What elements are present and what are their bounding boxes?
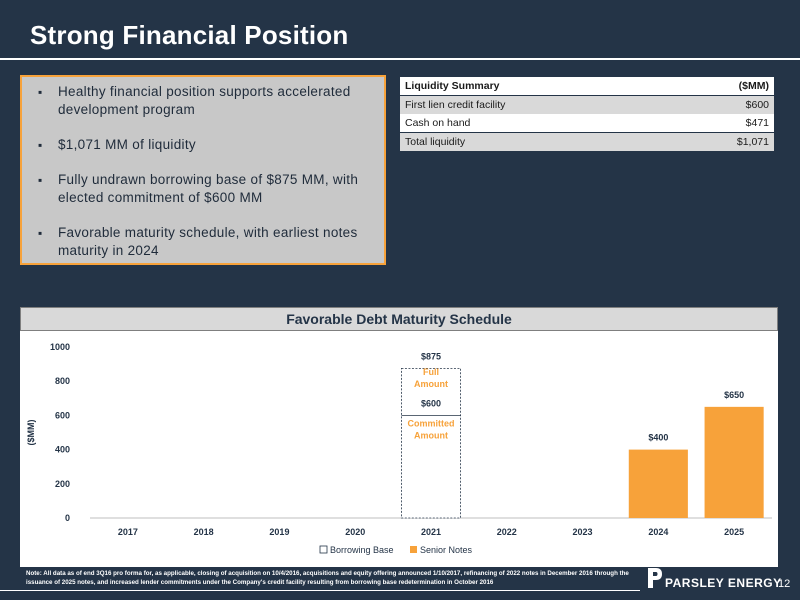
x-tick-label: 2017 bbox=[118, 527, 138, 537]
debt-maturity-chart: 0 200 400 600 800 1000 ($MM) 2017 2018 2019 2020 20… bbox=[26, 342, 772, 555]
legend-label: Borrowing Base bbox=[330, 545, 394, 555]
data-label: $650 bbox=[724, 390, 744, 400]
table-row-total: Total liquidity $1,071 bbox=[400, 132, 774, 151]
data-label: $600 bbox=[421, 398, 441, 408]
bar-annotation: Full bbox=[423, 367, 439, 377]
table-header-unit: ($MM) bbox=[670, 77, 774, 96]
page-number: 12 bbox=[778, 578, 791, 590]
page-title: Strong Financial Position bbox=[30, 20, 349, 50]
highlight-item: Favorable maturity schedule, with earlie… bbox=[38, 224, 370, 260]
highlights-list: Healthy financial position supports acce… bbox=[22, 77, 384, 260]
bar-annotation: Amount bbox=[414, 431, 448, 441]
bar-borrowing-base-2021 bbox=[401, 367, 461, 519]
row-value: $600 bbox=[670, 95, 774, 114]
y-tick-label: 400 bbox=[55, 445, 70, 455]
data-label: $400 bbox=[648, 433, 668, 443]
row-label: First lien credit facility bbox=[400, 95, 671, 114]
parsley-logo-icon bbox=[648, 568, 662, 588]
logo-text: PARSLEY ENERGY bbox=[665, 576, 782, 590]
title-divider bbox=[0, 58, 800, 60]
data-label: $875 bbox=[421, 351, 441, 361]
bar-annotation: Amount bbox=[414, 379, 448, 389]
row-label: Total liquidity bbox=[400, 132, 671, 151]
y-tick-label: 0 bbox=[65, 513, 70, 523]
x-tick-label: 2019 bbox=[269, 527, 289, 537]
table-row: First lien credit facility $600 bbox=[400, 95, 774, 114]
bar-senior-notes-2025 bbox=[704, 406, 764, 518]
table-header-row: Liquidity Summary ($MM) bbox=[400, 77, 774, 96]
row-value: $471 bbox=[670, 114, 774, 133]
x-tick-label: 2021 bbox=[421, 527, 441, 537]
row-value: $1,071 bbox=[670, 132, 774, 151]
row-label: Cash on hand bbox=[400, 114, 671, 133]
y-tick-label: 1000 bbox=[50, 342, 70, 352]
footer-divider bbox=[0, 590, 640, 591]
table-header-label: Liquidity Summary bbox=[400, 77, 671, 96]
table-row: Cash on hand $471 bbox=[400, 114, 774, 133]
bar-annotation: Committed bbox=[408, 419, 455, 429]
highlight-item: Healthy financial position supports acce… bbox=[38, 83, 370, 119]
highlights-box: Healthy financial position supports acce… bbox=[20, 75, 386, 265]
footnote: Note: All data as of end 3Q16 pro forma … bbox=[26, 570, 629, 586]
highlight-item: Fully undrawn borrowing base of $875 MM,… bbox=[38, 171, 370, 207]
legend-swatch-senior-notes bbox=[410, 546, 417, 553]
bar-senior-notes-2024 bbox=[628, 449, 688, 518]
legend-label: Senior Notes bbox=[420, 545, 473, 555]
highlight-item: $1,071 MM of liquidity bbox=[38, 136, 370, 154]
y-axis-label: ($MM) bbox=[26, 420, 36, 446]
chart-title: Favorable Debt Maturity Schedule bbox=[20, 307, 778, 331]
legend-swatch-borrowing-base bbox=[319, 545, 328, 554]
x-tick-label: 2023 bbox=[573, 527, 593, 537]
x-tick-label: 2022 bbox=[497, 527, 517, 537]
y-tick-label: 200 bbox=[55, 479, 70, 489]
x-tick-label: 2020 bbox=[345, 527, 365, 537]
x-tick-label: 2018 bbox=[194, 527, 214, 537]
liquidity-summary-table: Liquidity Summary ($MM) First lien credi… bbox=[400, 77, 774, 151]
x-tick-label: 2025 bbox=[724, 527, 744, 537]
x-tick-label: 2024 bbox=[648, 527, 668, 537]
y-tick-label: 800 bbox=[55, 376, 70, 386]
y-tick-label: 600 bbox=[55, 410, 70, 420]
chart-panel: Favorable Debt Maturity Schedule 0 200 400… bbox=[20, 307, 778, 567]
